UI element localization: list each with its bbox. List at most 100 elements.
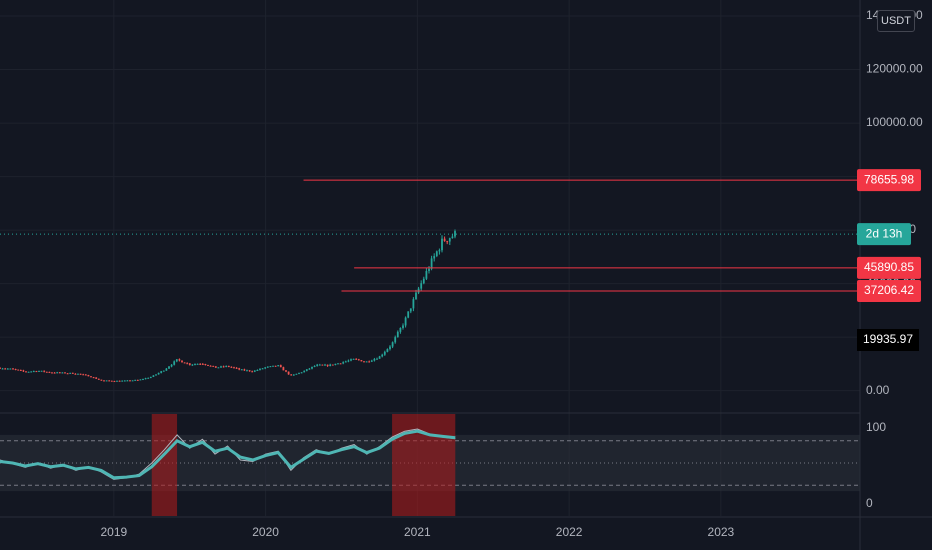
candle-body	[14, 369, 17, 371]
candle-body	[376, 358, 378, 360]
candle-body	[396, 331, 399, 338]
candle-body	[222, 366, 225, 368]
candle-body	[261, 368, 264, 370]
candle-body	[175, 359, 178, 362]
candle-body	[357, 359, 360, 361]
price-axis-label: 0.00	[866, 383, 890, 397]
candle-body	[373, 358, 376, 361]
candle-body	[303, 370, 306, 373]
candle-body	[300, 372, 303, 374]
candle-body	[394, 337, 397, 343]
candle-body	[126, 380, 129, 382]
candle-body	[378, 356, 381, 359]
rsi-axis-label: 100	[866, 420, 886, 434]
candle-body	[233, 367, 235, 369]
candle-body	[116, 380, 118, 382]
candle-body	[441, 238, 443, 251]
time-axis-label: 2021	[404, 525, 431, 539]
candle-body	[240, 369, 243, 371]
candle-body	[32, 371, 35, 373]
candle-body	[56, 372, 59, 374]
currency-button[interactable]: USDT	[877, 10, 915, 32]
overbought-zone	[151, 414, 178, 516]
candle-body	[194, 364, 196, 366]
price-axis-label: 120000.00	[866, 62, 923, 76]
candle-body	[352, 358, 355, 360]
candle-body	[178, 359, 181, 361]
candle-body	[251, 371, 254, 373]
candle-body	[253, 370, 256, 372]
candle-body	[173, 361, 176, 365]
candle-body	[131, 380, 134, 382]
candle-body	[448, 238, 451, 242]
candle-body	[290, 374, 293, 376]
candle-body	[82, 374, 85, 376]
candle-body	[370, 360, 373, 362]
candle-body	[269, 366, 272, 368]
candle-body	[35, 371, 38, 373]
candle-body	[355, 358, 358, 360]
candle-body	[433, 256, 436, 259]
candle-body	[168, 366, 170, 369]
candle-body	[48, 371, 51, 373]
candle-body	[100, 379, 103, 381]
candle-body	[402, 325, 404, 328]
candle-body	[425, 271, 428, 279]
candle-body	[298, 372, 300, 374]
candle-body	[74, 373, 77, 375]
candle-body	[451, 236, 454, 239]
candle-body	[51, 372, 53, 374]
last-price-label: 19935.97	[863, 332, 913, 346]
candle-body	[238, 368, 241, 370]
overbought-zone	[392, 414, 456, 516]
candle-body	[308, 368, 311, 370]
candle-body	[350, 359, 352, 361]
candle-body	[17, 369, 20, 371]
candle-body	[45, 371, 48, 373]
time-axis-label: 2019	[100, 525, 127, 539]
candle-body	[90, 376, 92, 378]
candle-body	[162, 370, 165, 372]
candle-body	[318, 364, 321, 366]
candle-body	[383, 351, 386, 355]
candle-body	[199, 363, 202, 365]
candle-body	[27, 371, 30, 373]
candle-body	[43, 370, 46, 372]
candle-body	[334, 363, 337, 365]
candle-body	[331, 364, 334, 366]
rsi-axis-label: 0	[866, 496, 873, 510]
candle-body	[152, 375, 155, 377]
candle-body	[103, 380, 105, 382]
candle-body	[157, 372, 160, 375]
candle-body	[129, 380, 131, 382]
candle-body	[344, 361, 347, 363]
level-price-tag	[857, 256, 921, 279]
candle-body	[415, 292, 417, 300]
candle-body	[64, 372, 66, 374]
candle-body	[235, 367, 238, 369]
candle-body	[22, 370, 25, 372]
candle-body	[316, 364, 319, 366]
candle-body	[368, 361, 371, 363]
level-price-label: 37206.42	[864, 283, 914, 297]
candles	[0, 229, 456, 383]
level-price-label: 45890.85	[864, 260, 914, 274]
candle-body	[19, 369, 22, 371]
candle-body	[329, 364, 332, 367]
candle-body	[342, 362, 345, 364]
candle-body	[248, 370, 251, 372]
candle-body	[389, 346, 391, 350]
candle-body	[287, 371, 290, 375]
candle-body	[272, 365, 274, 367]
price-axis-label: 100000.00	[866, 115, 923, 129]
candle-body	[66, 373, 69, 375]
candle-body	[69, 372, 72, 374]
level-price-label: 78655.98	[864, 172, 914, 186]
candle-body	[134, 379, 137, 381]
candle-body	[227, 365, 230, 367]
candle-body	[204, 364, 207, 366]
candle-body	[12, 368, 14, 370]
candle-body	[438, 250, 441, 252]
candle-body	[225, 365, 228, 367]
